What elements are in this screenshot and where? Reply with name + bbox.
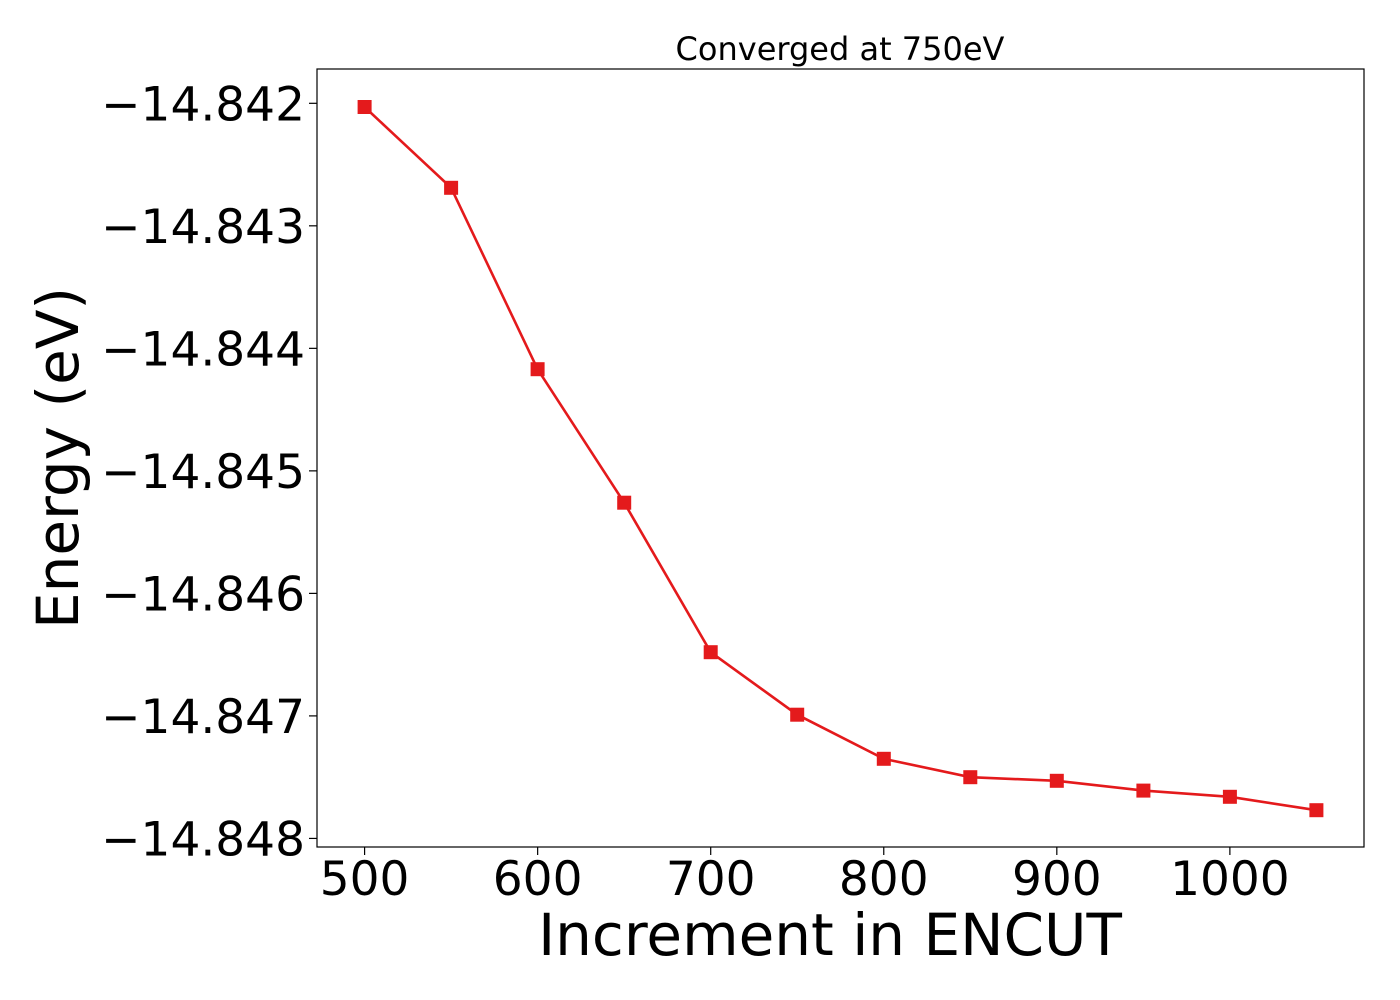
chart-title: Converged at 750eV (676, 30, 1005, 68)
y-tick-label: −14.845 (101, 445, 305, 500)
data-point-marker (876, 751, 891, 766)
y-tick-label: −14.842 (101, 77, 305, 132)
series-line (363, 106, 1317, 812)
data-point-marker (1309, 803, 1324, 818)
x-axis-label: Increment in ENCUT (538, 901, 1122, 969)
data-point-marker (357, 100, 372, 114)
x-tick-label: 700 (666, 852, 756, 907)
y-tick-label: −14.848 (101, 812, 305, 867)
series-markers (357, 100, 1324, 818)
x-tick-label: 800 (839, 852, 929, 907)
data-point-marker (1222, 789, 1237, 804)
data-point-marker (703, 645, 718, 660)
data-point-marker (963, 770, 978, 785)
y-tick-label: −14.843 (101, 200, 305, 255)
y-tick-label: −14.844 (101, 322, 305, 377)
data-point-marker (530, 362, 545, 377)
y-axis-ticks: −14.842 −14.843 −14.844 −14.845 −14.846 −14.8… (101, 77, 317, 867)
y-axis-label: Energy (eV) (24, 287, 92, 629)
x-tick-label: 1000 (1170, 852, 1290, 907)
data-point-marker (444, 180, 459, 195)
y-tick-label: −14.847 (101, 690, 305, 745)
x-tick-label: 900 (1012, 852, 1102, 907)
x-tick-label: 600 (493, 852, 583, 907)
x-axis-ticks: 500 600 700 800 900 1000 (320, 847, 1290, 907)
data-point-marker (1136, 783, 1151, 798)
y-tick-label: −14.846 (101, 567, 305, 622)
x-tick-label: 500 (320, 852, 410, 907)
data-point-marker (790, 707, 805, 722)
data-point-marker (617, 495, 632, 510)
data-point-marker (1049, 773, 1064, 788)
plot-frame (316, 68, 1365, 848)
